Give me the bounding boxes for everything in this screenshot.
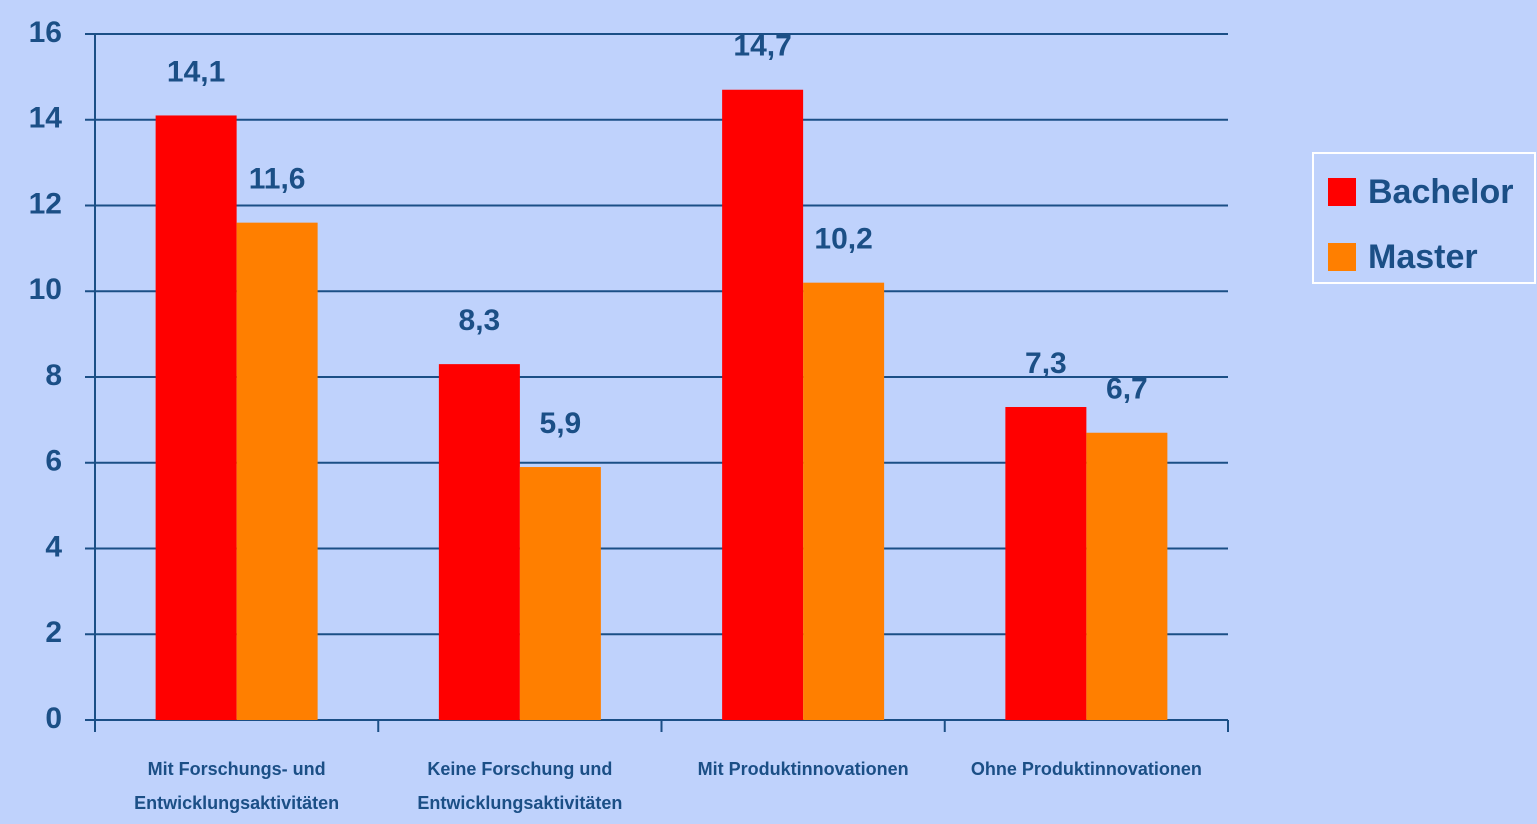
legend-label: Bachelor bbox=[1368, 173, 1514, 211]
legend-swatch bbox=[1328, 178, 1356, 206]
bar bbox=[722, 89, 804, 721]
data-label: 5,9 bbox=[540, 407, 582, 440]
y-tick-label: 16 bbox=[29, 16, 62, 49]
data-label: 8,3 bbox=[459, 304, 501, 337]
x-tick-label: Ohne Produktinnovationen bbox=[970, 759, 1202, 779]
data-label: 10,2 bbox=[814, 223, 872, 256]
bar bbox=[1086, 432, 1168, 720]
bar bbox=[519, 467, 601, 720]
y-tick-label: 2 bbox=[45, 616, 62, 649]
x-tick-label: Mit Produktinnovationen bbox=[697, 759, 909, 779]
y-tick-label: 6 bbox=[45, 445, 62, 478]
x-tick-label: Mit Forschungs- und Entwicklungsaktivitä… bbox=[134, 759, 340, 813]
legend-box bbox=[1312, 152, 1536, 284]
bar bbox=[1005, 407, 1087, 720]
y-tick-label: 14 bbox=[29, 102, 63, 135]
y-tick-label: 4 bbox=[45, 530, 62, 563]
bar bbox=[438, 364, 520, 720]
data-label: 14,7 bbox=[733, 30, 791, 63]
y-tick-label: 10 bbox=[29, 273, 62, 306]
x-tick-label: Keine Forschung und Entwicklungsaktivitä… bbox=[417, 759, 623, 813]
legend-swatch bbox=[1328, 243, 1356, 271]
y-tick-label: 8 bbox=[45, 359, 62, 392]
data-label: 14,1 bbox=[167, 55, 225, 88]
legend-label: Master bbox=[1368, 238, 1478, 276]
data-label: 6,7 bbox=[1106, 373, 1148, 406]
y-tick-label: 12 bbox=[29, 187, 62, 220]
bar bbox=[155, 115, 237, 720]
bar bbox=[236, 222, 318, 720]
data-label: 7,3 bbox=[1025, 347, 1067, 380]
bar bbox=[803, 282, 885, 720]
data-label: 11,6 bbox=[249, 163, 306, 196]
y-tick-label: 0 bbox=[45, 702, 62, 735]
